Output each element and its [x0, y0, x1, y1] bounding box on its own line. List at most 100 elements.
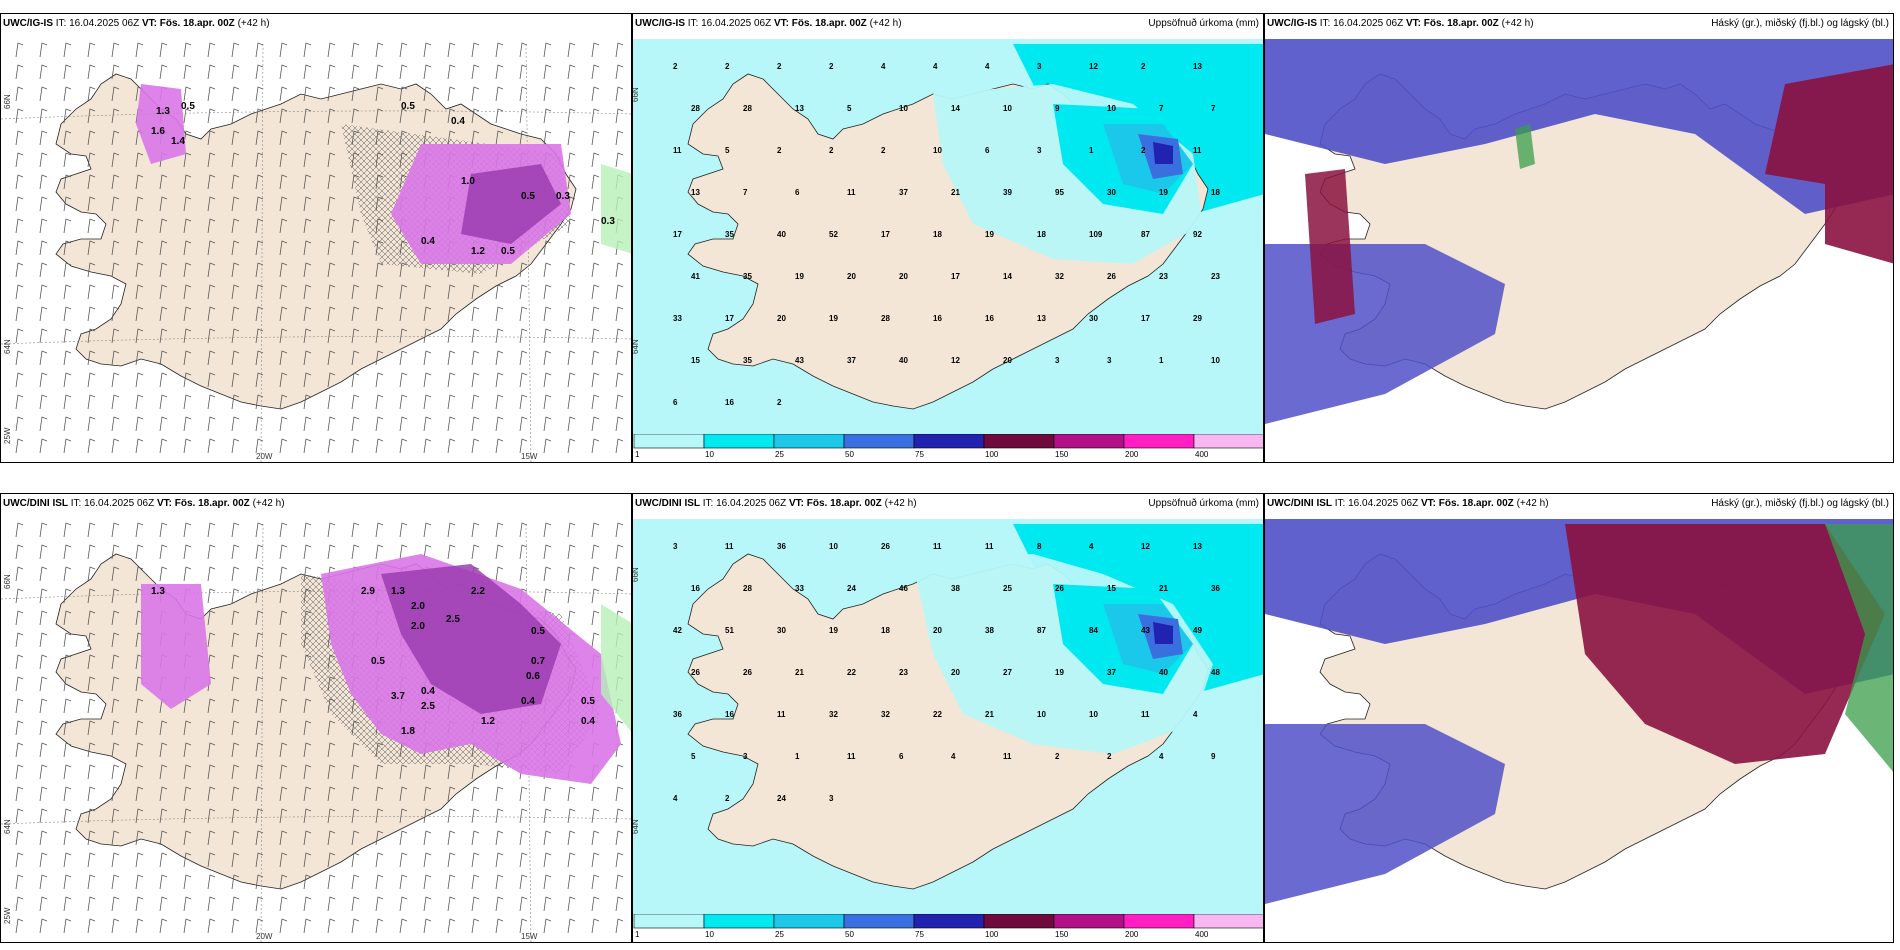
precip-value-label: 11 — [1141, 710, 1150, 719]
snowfall-value-label: 2.9 — [361, 586, 375, 597]
precip-value-label: 2 — [777, 398, 782, 407]
precip-value-label: 14 — [1003, 272, 1012, 281]
precip-value-label: 4 — [1193, 710, 1198, 719]
panel-bottom-mid-precip-map[interactable]: 3 11 36 10 26 11 11 8 4 12 13 16 28 33 24 46 38 25 26 15 21 3… — [632, 493, 1264, 943]
precip-value-label: 5 — [847, 104, 852, 113]
precip-value-label: 46 — [899, 584, 908, 593]
valid-time: Fös. 18.apr. 00Z — [806, 498, 882, 509]
init-time: IT: 16.04.2025 06Z — [70, 498, 155, 509]
precip-value-label: 23 — [899, 668, 908, 677]
snowfall-heavy — [381, 564, 561, 714]
lat-label-64: 64N — [632, 339, 640, 354]
precip-value-label: 18 — [1211, 188, 1220, 197]
precip-value-label: 7 — [1159, 104, 1164, 113]
snowfall-value-label: 1.3 — [156, 106, 170, 117]
precip-value-label: 2 — [1055, 752, 1060, 761]
precip-value-label: 33 — [795, 584, 804, 593]
precip-value-label: 28 — [881, 314, 890, 323]
legend-swatch — [1053, 914, 1125, 929]
legend-label: 200 — [1125, 930, 1139, 938]
precip-value-label: 24 — [777, 794, 786, 803]
lat-label-66: 66N — [632, 567, 640, 582]
legend-swatch — [1123, 914, 1195, 929]
snowfall-value-label: 0.4 — [451, 116, 465, 127]
precip-value-label: 20 — [777, 314, 786, 323]
precip-value-label: 49 — [1193, 626, 1202, 635]
legend-label: 100 — [985, 450, 999, 458]
valid-time: Fös. 18.apr. 00Z — [1438, 498, 1514, 509]
precip-value-label: 2 — [725, 794, 730, 803]
vt-label: VT: — [141, 18, 157, 29]
precip-value-label: 92 — [1193, 230, 1202, 239]
lon-label-25: 25W — [3, 427, 12, 444]
precip-value-label: 84 — [1089, 626, 1098, 635]
lead-time: (+42 h) — [1516, 498, 1549, 509]
precip-value-label: 41 — [691, 272, 700, 281]
precip-value-label: 30 — [777, 626, 786, 635]
precip-value-label: 16 — [725, 710, 734, 719]
precip-value-label: 36 — [1211, 584, 1220, 593]
panel-bottom-right-cloud-map[interactable]: UWC/DINI ISL IT: 16.04.2025 06Z VT: Fös.… — [1264, 493, 1894, 943]
precip-value-label: 10 — [1089, 710, 1098, 719]
snowfall-value-label: 0.4 — [521, 696, 535, 707]
precip-value-label: 36 — [777, 542, 786, 551]
precip-value-label: 6 — [899, 752, 904, 761]
precip-value-label: 32 — [829, 710, 838, 719]
lon-label-20: 20W — [256, 932, 273, 941]
legend-label: 200 — [1125, 450, 1139, 458]
panel-top-left-snowfall-map[interactable]: 1.3 1.6 0.5 1.4 0.4 0.5 1.0 0.4 1.2 0.5 0.5 0.3 0.3 … — [0, 13, 632, 463]
low-cloud-area — [1265, 39, 1893, 214]
panel-top-right-cloud-map[interactable]: UWC/IG-IS IT: 16.04.2025 06Z VT: Fös. 18… — [1264, 13, 1894, 463]
precip-value-label: 10 — [1211, 356, 1220, 365]
precip-value-label: 2 — [829, 62, 834, 71]
lat-label-66: 66N — [632, 87, 640, 102]
model-name: UWC/DINI ISL — [1267, 498, 1332, 509]
panel-bottom-left-snowfall-map[interactable]: 1.3 2.9 2.0 2.2 2.5 2.0 1.3 0.5 0.4 0.5 0.7 0.6 0.4 3… — [0, 493, 632, 943]
precip-value-label: 17 — [881, 230, 890, 239]
mid-cloud-area — [1565, 524, 1885, 764]
precip-value-label: 1 — [1159, 356, 1164, 365]
precip-value-label: 9 — [1055, 104, 1060, 113]
panel-title: Uppsöfnuð úrkoma (mm) — [1148, 18, 1259, 29]
precip-value-label: 7 — [1211, 104, 1216, 113]
panel-header: UWC/IG-IS IT: 16.04.2025 06Z VT: Fös. 18… — [3, 18, 270, 29]
precip-value-label: 18 — [933, 230, 942, 239]
precip-value-label: 11 — [985, 542, 994, 551]
rain-area — [601, 164, 631, 254]
snowfall-value-label: 2.0 — [411, 601, 425, 612]
init-time: IT: 16.04.2025 06Z — [1319, 18, 1404, 29]
legend-swatch — [703, 914, 775, 929]
precip-value-label: 13 — [1193, 62, 1202, 71]
precip-value-label: 35 — [725, 230, 734, 239]
precip-value-label: 17 — [1141, 314, 1150, 323]
legend-label: 75 — [915, 930, 924, 938]
precip-value-label: 13 — [691, 188, 700, 197]
precip-value-label: 16 — [985, 314, 994, 323]
lon-label-15: 15W — [521, 932, 538, 941]
precip-value-label: 12 — [951, 356, 960, 365]
precip-value-label: 26 — [881, 542, 890, 551]
lead-time: (+42 h) — [1501, 18, 1534, 29]
panel-top-mid-precip-map[interactable]: 2 2 2 2 4 4 4 3 12 2 13 28 28 13 5 10 14 10 9 10 7 7 11 5 2 2 2 10 6… — [632, 13, 1264, 463]
snowfall-value-label: 0.5 — [371, 656, 385, 667]
precip-value-label: 6 — [673, 398, 678, 407]
precip-value-label: 32 — [1055, 272, 1064, 281]
vt-label: VT: — [156, 498, 172, 509]
legend-label: 1 — [635, 930, 640, 938]
precip-value-label: 20 — [951, 668, 960, 677]
precip-value-label: 43 — [1141, 626, 1150, 635]
precip-value-label: 30 — [1089, 314, 1098, 323]
lead-time: (+42 h) — [869, 18, 902, 29]
precip-value-label: 10 — [899, 104, 908, 113]
precip-value-label: 2 — [1107, 752, 1112, 761]
legend-label: 400 — [1195, 930, 1209, 938]
precip-value-label: 10 — [1037, 710, 1046, 719]
panel-header: UWC/DINI ISL IT: 16.04.2025 06Z VT: Fös.… — [3, 498, 285, 509]
precip-value-label: 2 — [829, 146, 834, 155]
precip-value-label: 3 — [743, 752, 748, 761]
precip-value-label: 17 — [673, 230, 682, 239]
precip-value-label: 17 — [951, 272, 960, 281]
legend-label: 150 — [1055, 930, 1069, 938]
precip-value-label: 4 — [1159, 752, 1164, 761]
precip-value-label: 19 — [1055, 668, 1064, 677]
